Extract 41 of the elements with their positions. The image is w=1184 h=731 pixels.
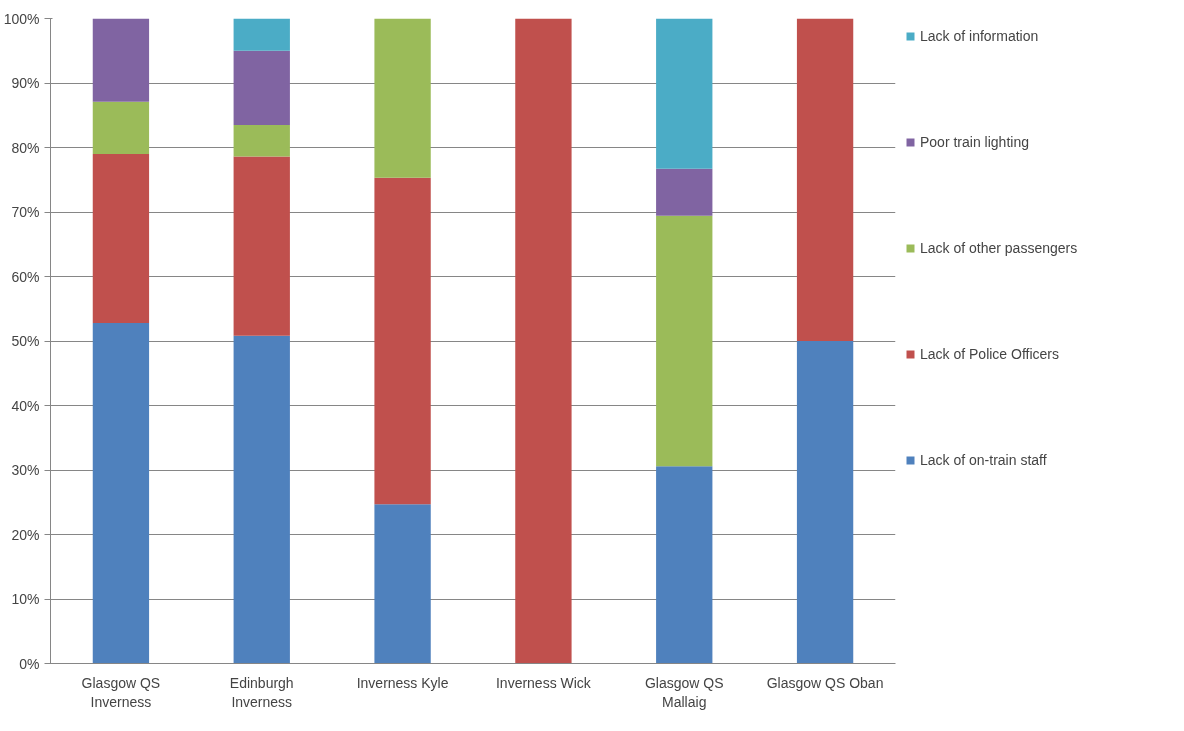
bar [374,177,431,505]
bar [233,335,290,664]
bar [656,168,713,216]
legend-label: Lack of other passengers [920,240,1078,256]
y-tick-label: 60% [11,268,40,285]
bar [92,153,150,323]
x-tick-label: Edinburgh Inverness [229,674,294,710]
bar [233,156,290,336]
y-tick-label: 40% [11,397,40,414]
bar [796,341,854,664]
y-tick-label: 80% [11,139,40,156]
bar [656,18,713,169]
x-tick-label: Glasgow QS Inverness [81,674,161,710]
bar [515,18,572,664]
bar [233,50,290,125]
bar [92,18,150,102]
legend-label: Poor train lighting [920,134,1029,150]
bar [92,322,150,664]
legend-label: Lack of information [920,28,1039,44]
y-tick-label: 0% [19,655,40,672]
bar [233,124,290,157]
y-tick-label: 10% [11,591,40,607]
bar [656,466,713,664]
bar [92,101,150,154]
y-tick-label: 30% [11,462,40,478]
bar [374,504,431,664]
y-tick-label: 70% [11,204,40,220]
legend-label: Lack of on-train staff [920,452,1047,468]
bar [233,18,290,51]
x-tick-label: Glasgow QS Mallaig [644,674,724,710]
y-tick-label: 90% [11,75,40,91]
y-tick-label: 100% [3,10,40,27]
y-tick-label: 50% [11,333,40,349]
x-tick-label: Inverness Wick [495,674,592,691]
bar [796,18,854,341]
legend-label: Lack of Police Officers [920,346,1060,362]
bar [374,18,431,178]
x-tick-label: Inverness Kyle [356,674,449,691]
y-tick-label: 20% [11,526,40,543]
bar [656,215,713,467]
x-tick-label: Glasgow QS Oban [766,674,884,691]
